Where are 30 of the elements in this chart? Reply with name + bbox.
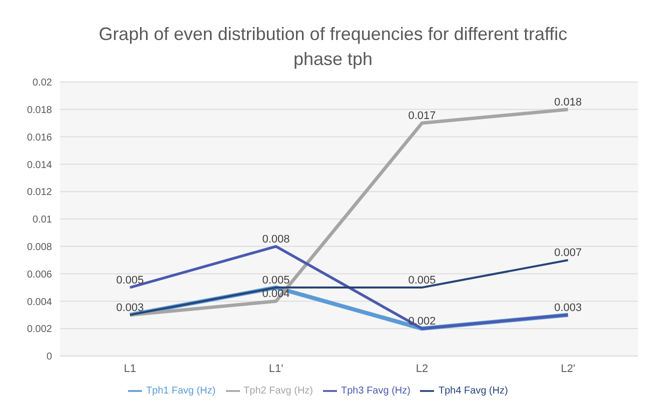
legend-label: Tph3 Favg (Hz) (341, 386, 410, 397)
x-tick-label: L2 (416, 362, 428, 375)
chart-title: Graph of even distribution of frequencies for different traffic phase tph (98, 23, 568, 71)
y-tick-label: 0.008 (26, 242, 52, 253)
data-label: 0.005 (408, 274, 436, 286)
y-tick-label: 0 (46, 352, 52, 363)
y-tick-label: 0.012 (26, 187, 52, 198)
y-tick-label: 0.02 (32, 78, 52, 89)
data-label: 0.003 (116, 302, 144, 314)
legend-label: Tph4 Favg (Hz) (438, 386, 508, 397)
legend-label: Tph1 Favg (Hz) (146, 386, 216, 397)
y-tick-label: 0.004 (26, 296, 52, 308)
legend-label: Tph2 Favg (Hz) (244, 386, 313, 397)
data-label: 0.007 (554, 247, 582, 260)
x-tick-label: L2' (560, 362, 576, 375)
x-tick-label: L1' (268, 362, 284, 375)
data-label: 0.003 (554, 302, 582, 314)
y-tick-label: 0.002 (26, 324, 52, 336)
data-label: 0.005 (262, 274, 290, 286)
x-tick-label: L1 (124, 362, 136, 375)
y-tick-label: 0.018 (26, 104, 52, 116)
data-label: 0.004 (262, 288, 290, 300)
y-tick-label: 0.016 (26, 132, 52, 144)
y-tick-label: 0.014 (26, 160, 52, 171)
data-label: 0.005 (116, 274, 144, 286)
data-label: 0.017 (408, 110, 436, 122)
y-tick-label: 0.01 (32, 214, 52, 226)
y-tick-label: 0.006 (26, 269, 52, 280)
data-label: 0.018 (554, 96, 582, 108)
data-label: 0.008 (262, 233, 290, 246)
